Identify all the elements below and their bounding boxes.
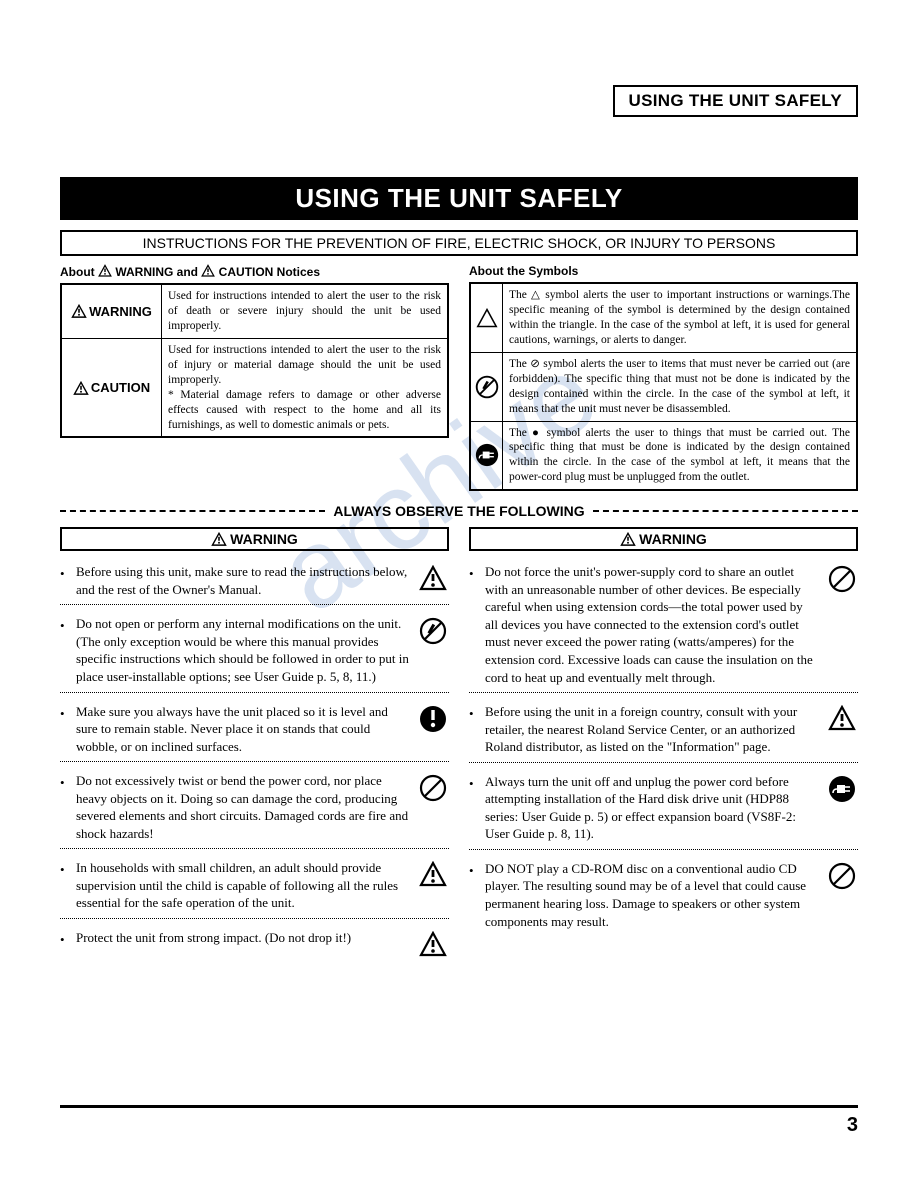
bullet: • [60,615,68,635]
list-item: • Make sure you always have the unit plac… [60,703,449,756]
list-item: • Protect the unit from strong impact. (D… [60,929,449,959]
plug-icon [828,775,856,803]
caution-label-cell: CAUTION [62,339,162,437]
bullet: • [60,929,68,949]
prohibit-icon [419,774,447,802]
header-title: USING THE UNIT SAFELY [629,91,842,110]
warning-label-cell: WARNING [62,285,162,338]
item-text: Do not open or perform any internal modi… [76,615,409,685]
warning-box-left: WARNING [60,527,449,551]
warning-box-right: WARNING [469,527,858,551]
alert-icon [620,532,636,546]
prohibit-icon [828,862,856,890]
alert-icon [419,565,447,593]
alert-icon [419,861,447,889]
item-text: Make sure you always have the unit place… [76,703,409,756]
item-text: Before using this unit, make sure to rea… [76,563,409,598]
notice-table: WARNING Used for instructions intended t… [60,283,449,438]
instructions-bar: INSTRUCTIONS FOR THE PREVENTION OF FIRE,… [60,230,858,256]
item-text: In households with small children, an ad… [76,859,409,912]
item-text: Do not force the unit's power-supply cor… [485,563,818,686]
item-text: Always turn the unit off and unplug the … [485,773,818,843]
divider-row: ALWAYS OBSERVE THE FOLLOWING [60,503,858,519]
list-item: • Do not excessively twist or bend the po… [60,772,449,842]
item-text: Before using the unit in a foreign count… [485,703,818,756]
definitions-row: About WARNING and CAUTION Notices WARNIN… [60,264,858,491]
triangle-icon [471,284,503,352]
left-column: WARNING • Before using this unit, make su… [60,527,449,965]
bullet: • [469,703,477,723]
bullet: • [60,772,68,792]
alert-icon [419,931,447,959]
alert-icon [73,381,89,395]
mandatory-icon [419,705,447,733]
right-column: WARNING • Do not force the unit's power-s… [469,527,858,965]
item-text: DO NOT play a CD-ROM disc on a conventio… [485,860,818,930]
plug-icon [471,422,503,490]
dotted-separator [60,848,449,849]
dotted-separator [469,762,858,763]
page-number: 3 [60,1114,858,1137]
footer-rule [60,1105,858,1108]
list-item: • DO NOT play a CD-ROM disc on a conventi… [469,860,858,930]
dotted-separator [60,692,449,693]
warnings-columns: WARNING • Before using this unit, make su… [60,527,858,965]
prohibit-icon [828,565,856,593]
list-item: • Do not force the unit's power-supply co… [469,563,858,686]
alert-icon [211,532,227,546]
dash-line [593,510,858,512]
bullet: • [60,859,68,879]
alert-icon [828,705,856,733]
main-banner: USING THE UNIT SAFELY [60,177,858,220]
list-item: • Do not open or perform any internal mod… [60,615,449,685]
symbol-table: The △ symbol alerts the user to importan… [469,282,858,491]
dash-line [60,510,325,512]
table-row: WARNING Used for instructions intended t… [62,285,447,339]
dotted-separator [60,918,449,919]
bullet: • [60,563,68,583]
table-row: The △ symbol alerts the user to importan… [471,284,856,353]
table-row: The ● symbol alerts the user to things t… [471,422,856,490]
table-row: The ⊘ symbol alerts the user to items th… [471,353,856,422]
bullet: • [469,773,477,793]
prohibit-icon [471,353,503,421]
bullet: • [469,563,477,583]
header-box: USING THE UNIT SAFELY [613,85,858,117]
table-row: CAUTION Used for instructions intended t… [62,339,447,437]
list-item: • Before using the unit in a foreign coun… [469,703,858,756]
alert-icon [71,304,87,318]
bullet: • [60,703,68,723]
dotted-separator [469,849,858,850]
prohibit-disassemble-icon [419,617,447,645]
list-item: • Before using this unit, make sure to re… [60,563,449,598]
list-item: • Always turn the unit off and unplug the… [469,773,858,843]
list-item: • In households with small children, an a… [60,859,449,912]
warning-desc: Used for instructions intended to alert … [162,285,447,338]
dotted-separator [60,761,449,762]
item-text: Do not excessively twist or bend the pow… [76,772,409,842]
item-text: Protect the unit from strong impact. (Do… [76,929,409,947]
symbols-heading: About the Symbols [469,264,858,278]
dotted-separator [60,604,449,605]
caution-desc: Used for instructions intended to alert … [162,339,447,437]
notices-heading: About WARNING and CAUTION Notices [60,264,449,279]
bullet: • [469,860,477,880]
dotted-separator [469,692,858,693]
